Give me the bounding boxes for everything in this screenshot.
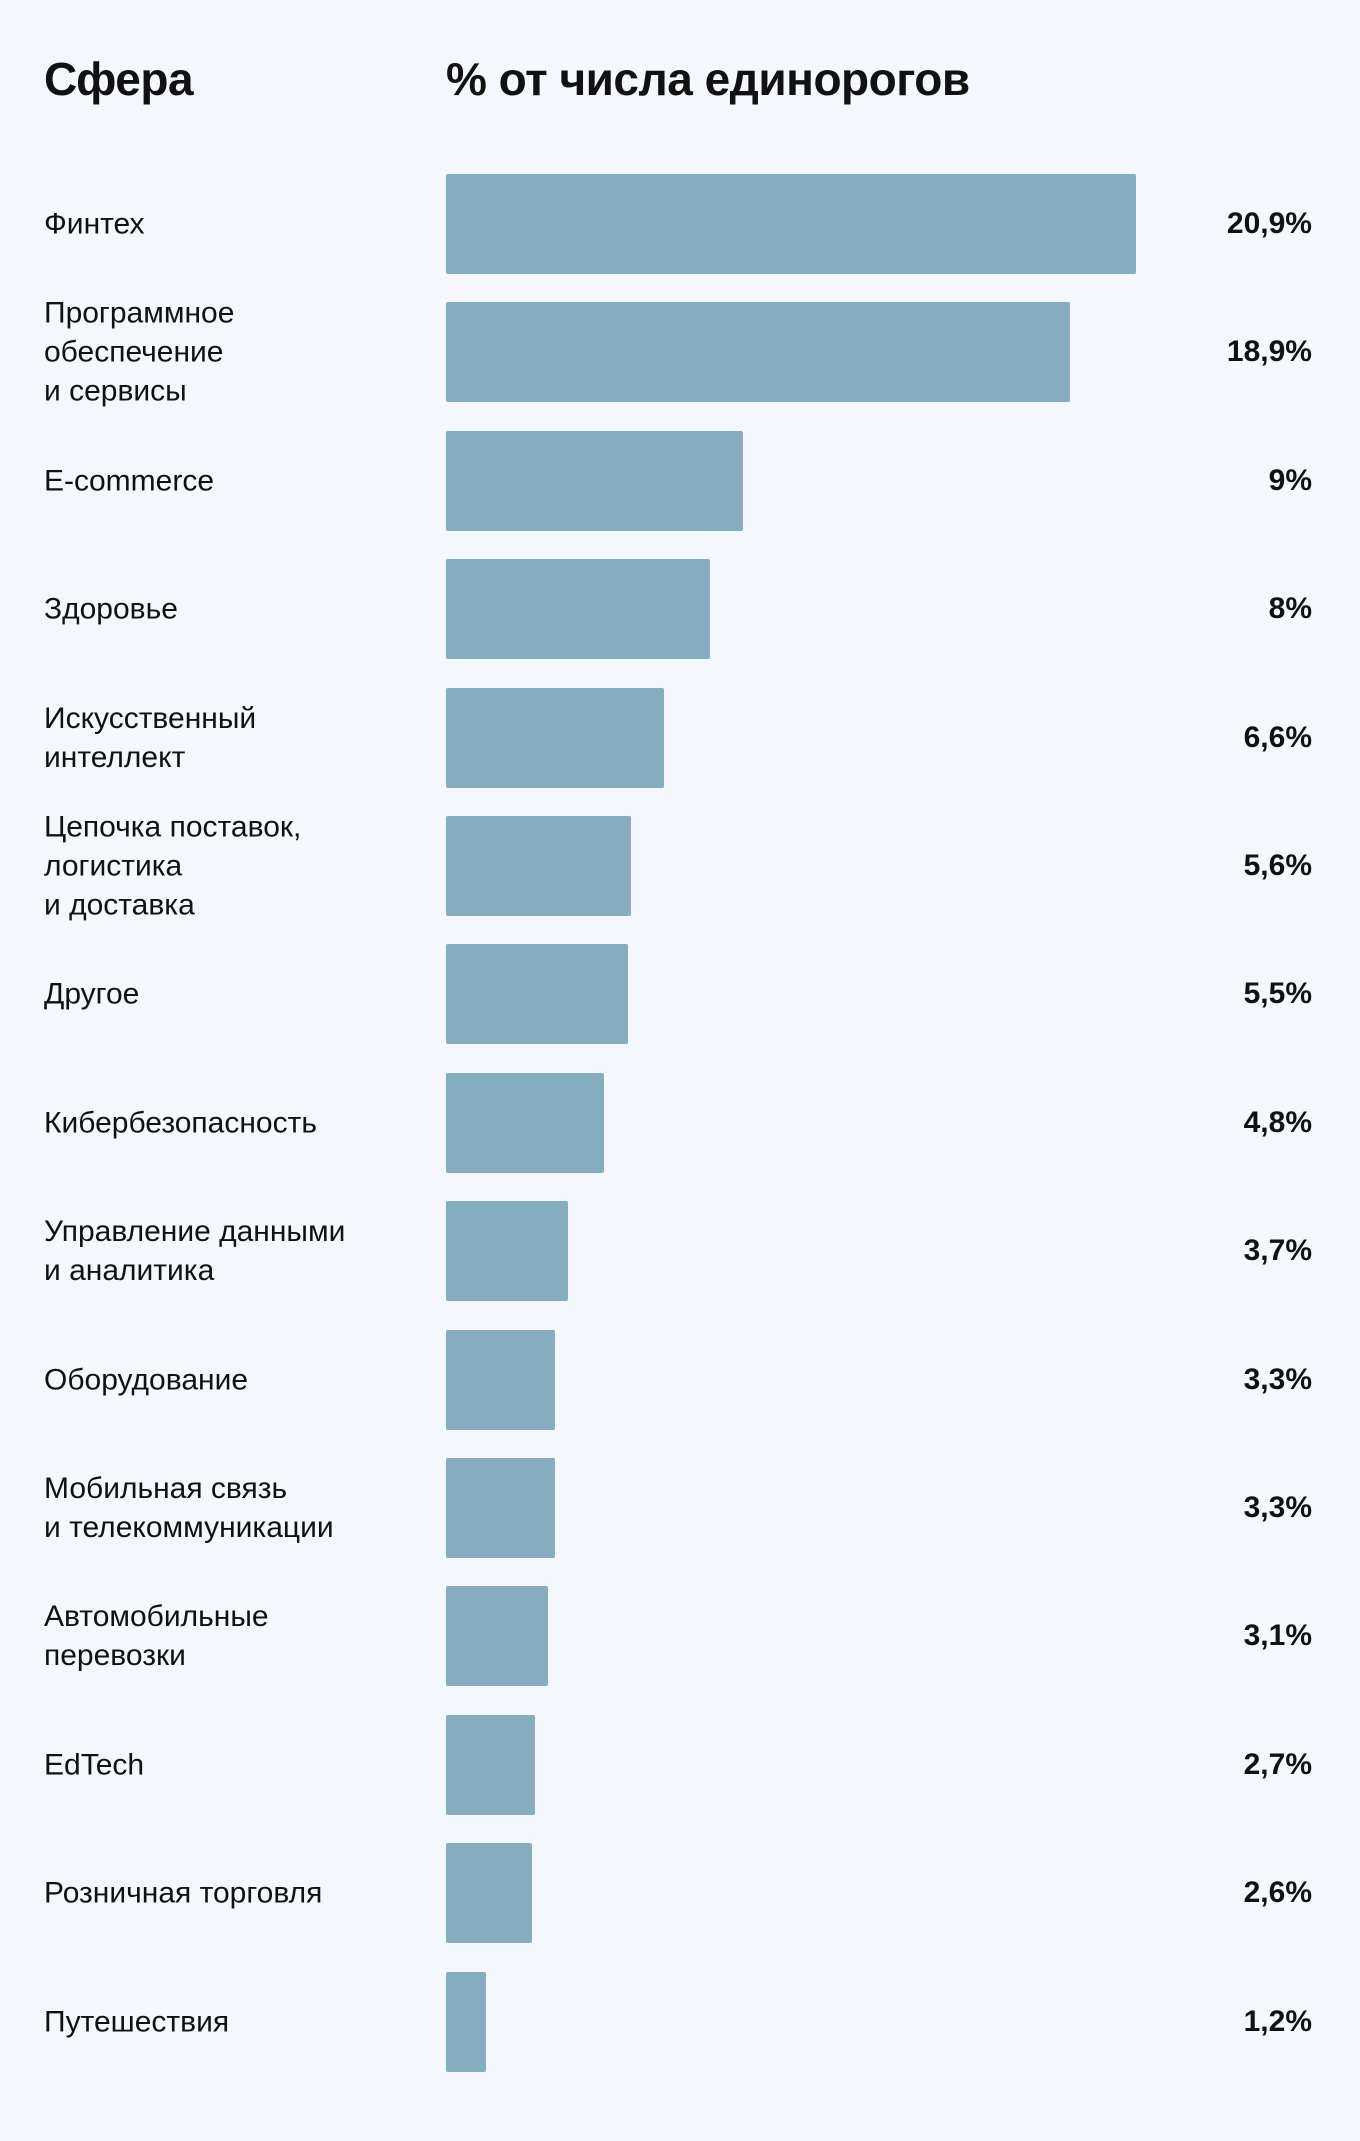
bar	[446, 1843, 532, 1944]
bar	[446, 1072, 605, 1173]
category-label: Мобильная связь и телекоммуникации	[44, 1472, 334, 1544]
category-label: Автомобильные перевозки	[44, 1600, 269, 1673]
value-label: 3,7%	[1243, 1234, 1312, 1268]
category-label: Здоровье	[44, 592, 178, 626]
bar	[446, 559, 710, 660]
value-header: % от числа единорогов	[446, 53, 970, 105]
bar	[446, 302, 1070, 403]
category-label: Цепочка поставок, логистика и доставка	[44, 810, 302, 922]
bar	[446, 1458, 555, 1558]
category-label: Другое	[44, 977, 140, 1011]
value-label: 2,6%	[1243, 1876, 1312, 1910]
category-label: Искусственный интеллект	[44, 701, 257, 774]
value-label: 2,7%	[1243, 1747, 1312, 1781]
value-label: 4,8%	[1243, 1105, 1312, 1139]
value-label: 9%	[1268, 463, 1312, 497]
bar	[446, 1586, 549, 1687]
category-label: E-commerce	[44, 464, 215, 498]
bar	[446, 430, 743, 531]
category-label: Розничная торговля	[44, 1876, 323, 1910]
value-label: 3,3%	[1243, 1491, 1312, 1524]
bar	[446, 1201, 569, 1302]
bar	[446, 944, 628, 1045]
value-label: 5,6%	[1243, 849, 1312, 882]
value-label: 1,2%	[1243, 2004, 1312, 2038]
bar	[446, 174, 1136, 274]
value-label: 5,5%	[1243, 977, 1312, 1011]
bar	[446, 1329, 555, 1430]
value-label: 3,3%	[1243, 1362, 1312, 1396]
bar	[446, 1714, 536, 1815]
category-label: Кибербезопасность	[44, 1106, 317, 1140]
bar	[446, 1971, 486, 2072]
category-label: Финтех	[44, 207, 145, 241]
value-label: 20,9%	[1226, 207, 1312, 240]
value-label: 3,1%	[1243, 1619, 1312, 1653]
category-header: Сфера	[44, 53, 194, 105]
category-label: Путешествия	[44, 2005, 230, 2039]
category-label: Оборудование	[44, 1363, 249, 1397]
category-label: Программное обеспечение и сервисы	[44, 296, 235, 408]
value-label: 18,9%	[1226, 335, 1312, 369]
category-label: Управление данными и аналитика	[44, 1215, 346, 1288]
bar	[446, 687, 664, 788]
category-label: EdTech	[44, 1748, 145, 1782]
value-label: 6,6%	[1243, 720, 1312, 754]
value-label: 8%	[1268, 592, 1312, 626]
bar	[446, 816, 631, 916]
